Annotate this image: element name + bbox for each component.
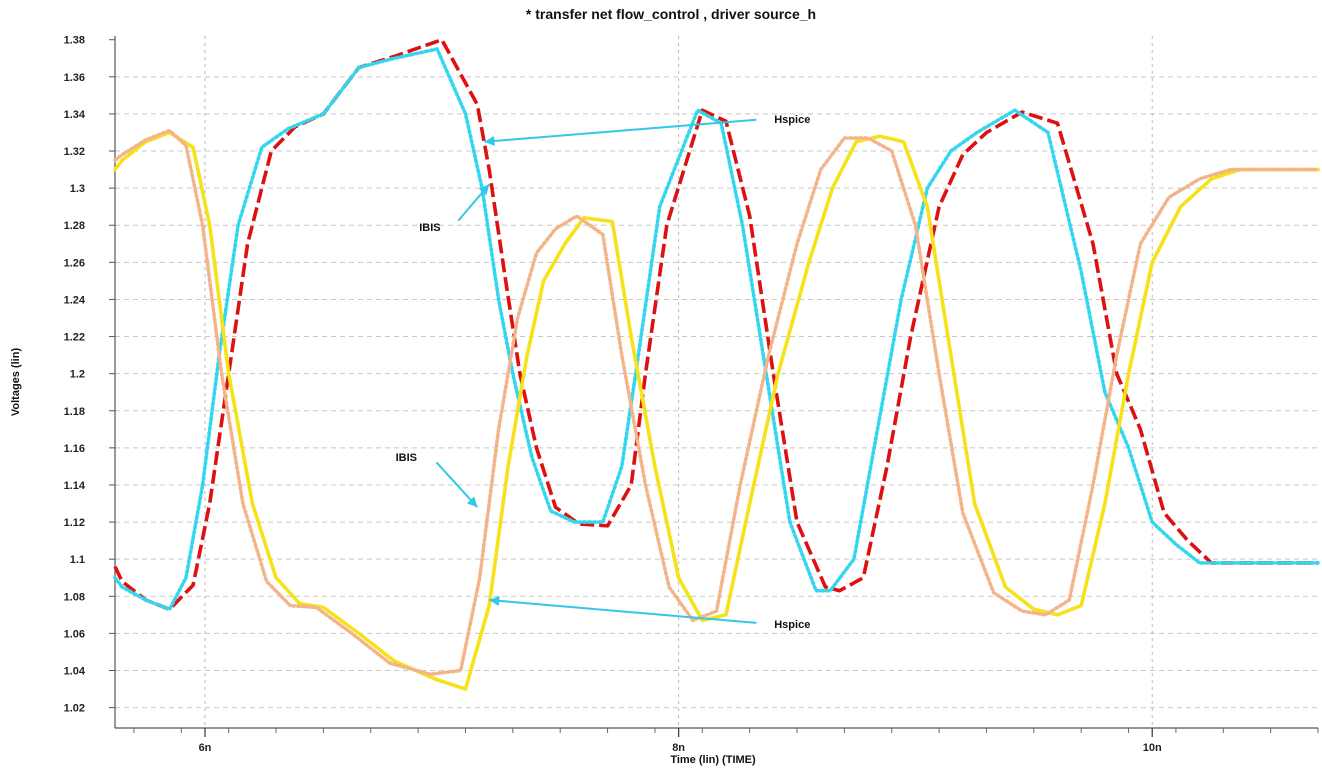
series-line-2 bbox=[113, 130, 1320, 691]
y-tick-labels: 1.38 1.36 1.34 1.32 1.3 1.28 1.26 1.24 1.22 1.2 1.… bbox=[64, 35, 86, 715]
grid-lines bbox=[115, 36, 1318, 728]
y-tick-label: 1.38 bbox=[64, 35, 85, 47]
annotation-arrowhead bbox=[478, 184, 490, 196]
y-tick-label: 1.34 bbox=[64, 109, 86, 121]
series-line-0 bbox=[113, 37, 1318, 612]
y-tick-label: 1.04 bbox=[64, 665, 86, 677]
annotation-arrowhead bbox=[489, 595, 500, 606]
annotation-label: IBIS bbox=[419, 222, 440, 234]
y-axis-title: Voltages (lin) bbox=[10, 348, 22, 417]
y-tick-label: 1.22 bbox=[64, 332, 85, 344]
annotation-label: Hspice bbox=[774, 114, 810, 126]
y-tick-label: 1.14 bbox=[64, 480, 86, 492]
annotation-label: IBIS bbox=[396, 452, 417, 464]
y-tick-label: 1.26 bbox=[64, 257, 85, 269]
y-tick-label: 1.08 bbox=[64, 591, 85, 603]
y-tick-label: 1.2 bbox=[70, 369, 85, 381]
annotation-arrow bbox=[489, 598, 757, 624]
x-tick-labels: 6n 8n 10n bbox=[199, 742, 1162, 754]
y-tick-label: 1.36 bbox=[64, 72, 85, 84]
y-tick-label: 1.32 bbox=[64, 146, 85, 158]
annotation-arrow bbox=[484, 118, 757, 143]
y-tick-label: 1.28 bbox=[64, 220, 85, 232]
x-tick-label: 8n bbox=[672, 742, 685, 754]
y-tick-label: 1.02 bbox=[64, 703, 85, 715]
annotation-arrowhead bbox=[484, 135, 495, 146]
annotation-arrowhead bbox=[466, 496, 478, 508]
annotation-arrow bbox=[435, 461, 479, 508]
x-tick-label: 10n bbox=[1143, 742, 1162, 754]
y-tick-label: 1.1 bbox=[70, 554, 85, 566]
x-tick-label: 6n bbox=[199, 742, 212, 754]
y-tick-label: 1.12 bbox=[64, 517, 85, 529]
y-tick-label: 1.16 bbox=[64, 443, 85, 455]
y-tick-label: 1.18 bbox=[64, 406, 85, 418]
series-lines bbox=[113, 37, 1320, 691]
annotation-label: Hspice bbox=[774, 619, 810, 631]
x-axis-title: Time (lin) (TIME) bbox=[670, 754, 756, 766]
axes bbox=[109, 36, 1319, 737]
annotations: Hspice IBIS IBIS Hspice bbox=[396, 114, 811, 631]
y-tick-label: 1.06 bbox=[64, 628, 85, 640]
chart-title: * transfer net flow_control , driver sou… bbox=[526, 6, 816, 22]
y-tick-label: 1.3 bbox=[70, 183, 85, 195]
series-line-1 bbox=[113, 47, 1320, 612]
y-tick-label: 1.24 bbox=[64, 294, 86, 306]
series-line-3 bbox=[113, 128, 1320, 676]
